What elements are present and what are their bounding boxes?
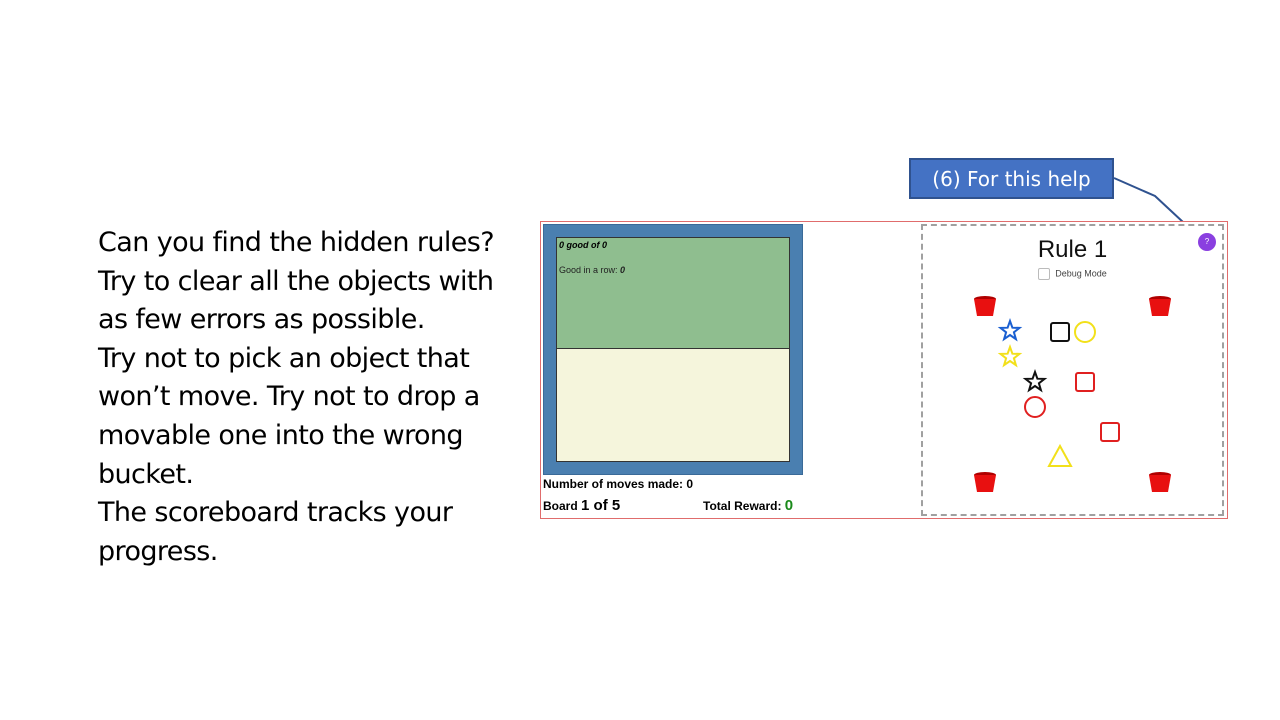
callout-label: (6) For this help (932, 167, 1090, 191)
red-square-object[interactable] (1076, 373, 1094, 391)
red-square-object-2[interactable] (1101, 423, 1119, 441)
scoreboard: 0 good of 0 Good in a row: 0 (543, 224, 803, 475)
bucket-bottom-left[interactable] (974, 472, 996, 492)
good-of-text: 0 good of 0 (559, 240, 607, 250)
score-panel-good: 0 good of 0 Good in a row: 0 (556, 237, 790, 349)
help-callout: (6) For this help (909, 158, 1114, 199)
instructions-text: Can you find the hidden rules? Try to cl… (98, 224, 518, 571)
board-counter: Board 1 of 5 (543, 497, 620, 514)
game-board (923, 226, 1222, 514)
score-panel-bad (556, 349, 790, 462)
instruction-line: Try not to pick an object that won’t mov… (98, 340, 518, 494)
instruction-line: The scoreboard tracks your progress. (98, 494, 518, 571)
bucket-top-right[interactable] (1149, 296, 1171, 316)
blue-star-object[interactable] (1001, 321, 1020, 339)
moves-counter: Number of moves made: 0 (543, 477, 693, 491)
black-star-object[interactable] (1026, 372, 1045, 390)
game-app: 0 good of 0 Good in a row: 0 Number of m… (540, 221, 1228, 519)
instruction-line: Try to clear all the objects with as few… (98, 263, 518, 340)
yellow-circle-object[interactable] (1075, 322, 1095, 342)
yellow-star-object[interactable] (1001, 347, 1020, 365)
play-area: Rule 1 Debug Mode ? (921, 224, 1224, 516)
black-square-object[interactable] (1051, 323, 1069, 341)
red-circle-object[interactable] (1025, 397, 1045, 417)
total-reward: Total Reward: 0 (703, 497, 793, 514)
bucket-top-left[interactable] (974, 296, 996, 316)
instruction-line: Can you find the hidden rules? (98, 224, 518, 263)
good-in-a-row: Good in a row: 0 (559, 265, 625, 275)
bucket-bottom-right[interactable] (1149, 472, 1171, 492)
yellow-triangle-object[interactable] (1049, 446, 1071, 466)
